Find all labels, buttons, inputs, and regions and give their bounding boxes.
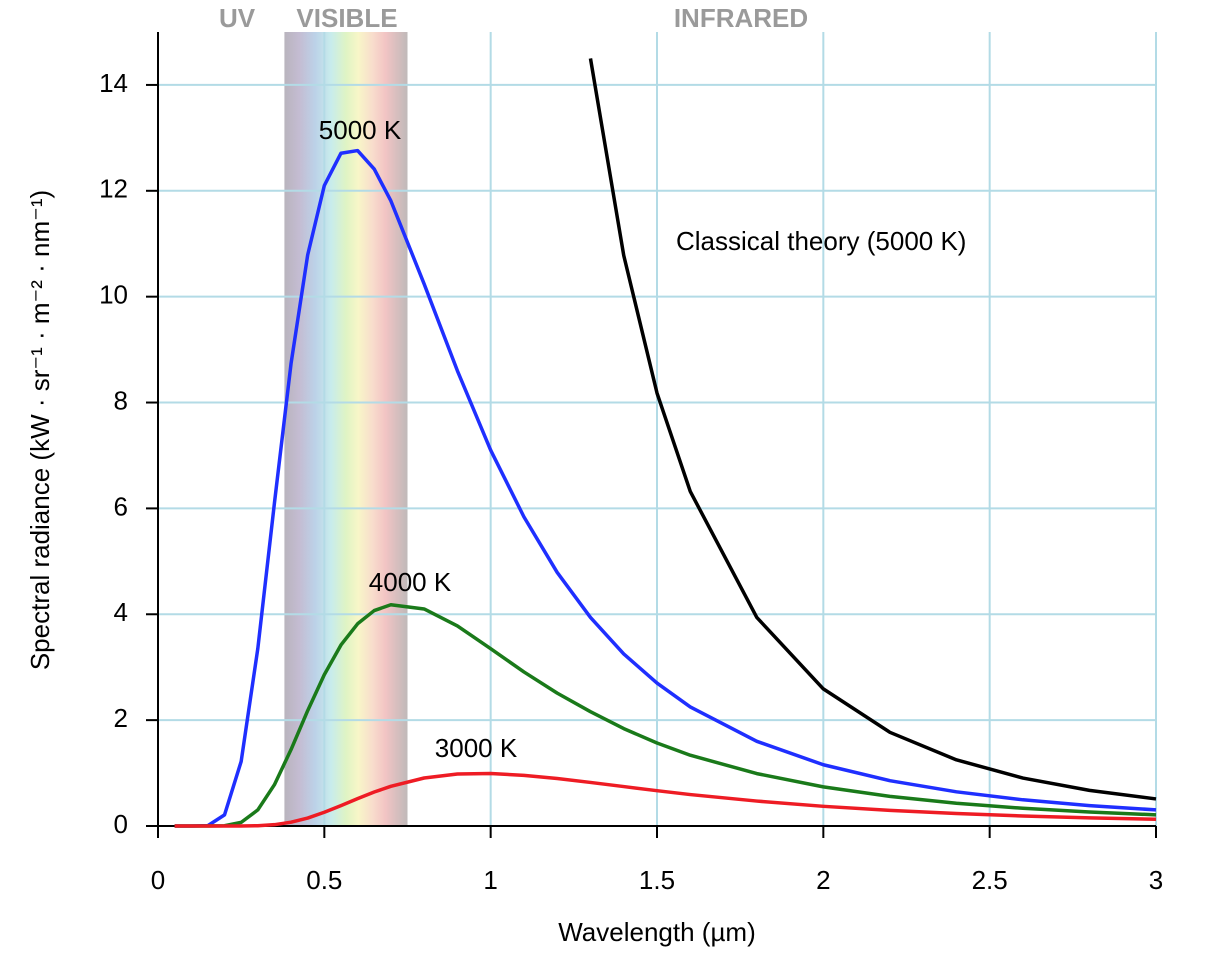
band-layer — [284, 32, 408, 826]
series-label: 4000 K — [369, 567, 452, 597]
y-tick-label: 12 — [99, 174, 128, 204]
y-axis-title: Spectral radiance (kW · sr⁻¹ · m⁻² · nm⁻… — [25, 190, 55, 670]
y-tick-label: 0 — [114, 809, 128, 839]
y-tick-label: 4 — [114, 597, 128, 627]
series-line — [588, 58, 1157, 801]
series-label: 5000 K — [319, 115, 402, 145]
region-label: INFRARED — [674, 3, 808, 33]
series-line — [174, 148, 1157, 828]
series-line — [174, 602, 1157, 828]
series-label: 3000 K — [435, 733, 518, 763]
visible-band — [284, 32, 408, 826]
x-tick-label: 2 — [816, 865, 830, 895]
y-tick-label: 8 — [114, 385, 128, 415]
region-label: VISIBLE — [296, 3, 397, 33]
y-tick-label: 2 — [114, 703, 128, 733]
x-tick-label: 2.5 — [972, 865, 1008, 895]
text-layer: Wavelength (µm) Spectral radiance (kW · … — [25, 3, 1163, 947]
x-axis-title: Wavelength (µm) — [558, 917, 756, 947]
region-label: UV — [219, 3, 256, 33]
grid-layer — [146, 32, 1157, 838]
series-label: Classical theory (5000 K) — [676, 226, 966, 256]
series-line — [174, 771, 1157, 828]
y-tick-label: 10 — [99, 280, 128, 310]
x-tick-label: 0 — [151, 865, 165, 895]
x-tick-label: 1.5 — [639, 865, 675, 895]
x-tick-label: 3 — [1149, 865, 1163, 895]
x-tick-label: 1 — [483, 865, 497, 895]
x-tick-label: 0.5 — [306, 865, 342, 895]
line-layer — [174, 58, 1157, 828]
y-tick-label: 6 — [114, 491, 128, 521]
y-tick-label: 14 — [99, 68, 128, 98]
